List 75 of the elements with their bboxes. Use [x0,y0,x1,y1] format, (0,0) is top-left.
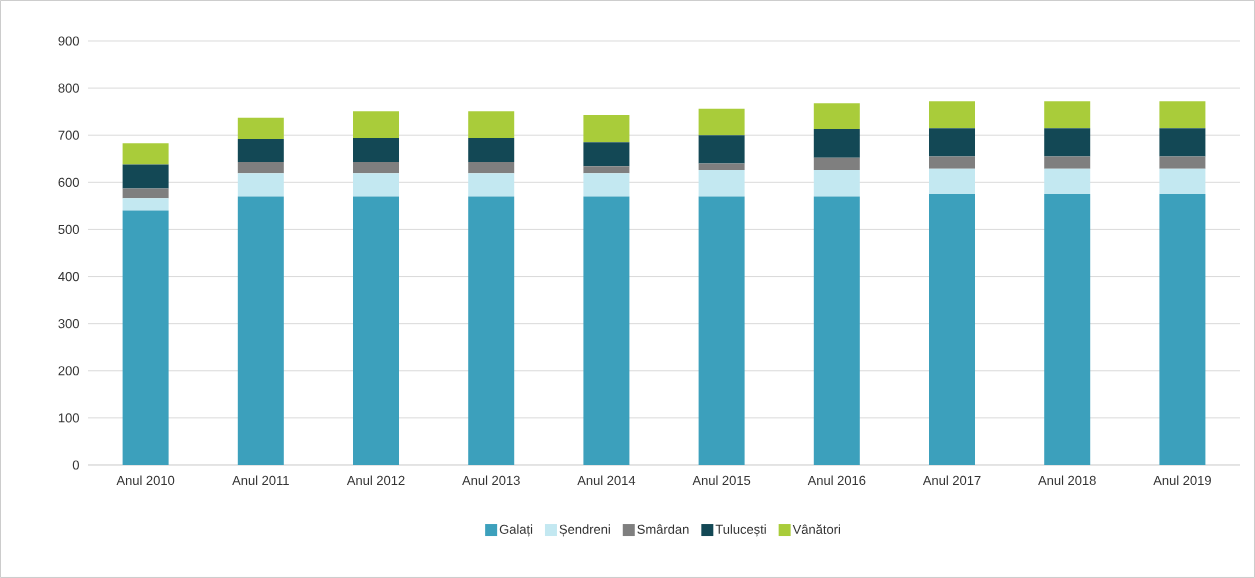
bar [929,168,976,195]
bar [353,173,400,197]
x-tick-label: Anul 2019 [1153,475,1211,486]
x-tick-label: Anul 2012 [346,475,405,486]
bar [353,196,400,465]
legend-label: Tulucești [715,524,766,537]
bar [698,163,745,171]
legend-label: Galați [499,524,533,537]
x-tick-label: Anul 2014 [577,475,636,486]
bar [1159,168,1206,195]
bar [583,142,630,167]
bar [583,114,630,143]
bar [237,173,284,197]
bar [122,164,169,189]
y-tick-label: 500 [58,224,79,235]
legend-label: Smârdan [637,524,689,534]
bar [813,103,860,130]
x-tick-label: Anul 2016 [807,475,866,486]
x-tick-label: Anul 2015 [692,475,751,486]
bar [468,138,515,163]
bar [1044,168,1091,195]
y-tick-label: 300 [58,319,79,329]
bar [468,162,515,174]
bar [813,196,860,465]
bar [122,143,169,165]
x-tick-label: Anul 2013 [462,475,520,486]
bar [929,101,976,129]
x-tick-label: Anul 2018 [1038,475,1096,486]
bar [1159,194,1206,465]
y-tick-label: 600 [58,177,79,187]
y-tick-label: 800 [58,83,79,93]
x-tick-label: Anul 2017 [922,475,981,486]
y-tick-label: 400 [58,271,79,282]
bar [813,157,860,171]
bar [929,194,976,465]
bar [1159,156,1206,169]
bar [353,138,400,163]
y-tick-label: 200 [58,366,79,376]
bar [813,170,860,197]
bar [1044,194,1091,465]
bar [468,173,515,197]
legend-label: Vânători [792,524,840,534]
bar [698,196,745,465]
bar [1159,128,1206,157]
bar [353,162,400,174]
bar [1044,128,1091,157]
bar [468,196,515,465]
bar [237,196,284,465]
bar [698,108,745,136]
bar [122,188,169,199]
bar [698,135,745,164]
bar [583,166,630,174]
legend-label: Șendreni [559,524,610,537]
bar [583,196,630,465]
bar [929,156,976,169]
bar [1044,156,1091,169]
bar [122,198,169,211]
y-tick-label: 700 [58,130,79,140]
bar [237,117,284,139]
bar [929,128,976,157]
bar [583,173,630,197]
bar [468,111,515,139]
bar [698,170,745,197]
bar [813,129,860,158]
y-tick-label: 900 [58,36,79,46]
y-tick-label: 100 [58,413,79,423]
y-tick-label: 0 [72,460,79,470]
bar [237,138,284,163]
bar [122,210,169,465]
x-tick-label: Anul 2011 [232,475,289,486]
x-tick-label: Anul 2010 [116,475,175,486]
bar [1044,101,1091,129]
bar [1159,101,1206,129]
bar [353,111,400,139]
bar [237,162,284,174]
